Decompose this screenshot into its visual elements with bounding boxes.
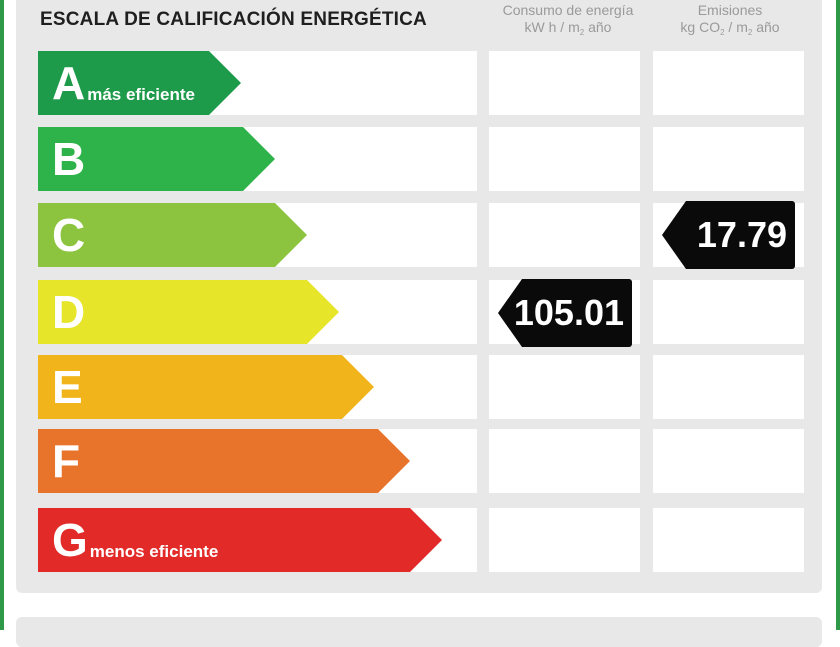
- rating-note: más eficiente: [87, 85, 195, 104]
- emisiones-cell: [653, 280, 804, 344]
- consumo-value: 105.01: [513, 292, 624, 333]
- consumo-cell: [489, 51, 640, 115]
- rating-letter: C: [52, 209, 86, 261]
- rating-letter: G: [52, 514, 88, 566]
- emisiones-cell: [653, 355, 804, 419]
- emisiones-cell: [653, 127, 804, 191]
- scale-title: ESCALA DE CALIFICACIÓN ENERGÉTICA: [40, 9, 427, 30]
- consumo-cell: [489, 429, 640, 493]
- consumo-header-label: Consumo de energía: [502, 2, 634, 18]
- frame-border-left: [0, 0, 4, 630]
- rating-letter: D: [52, 286, 86, 338]
- emisiones-cell: [653, 508, 804, 572]
- rating-arrow-d: D: [38, 280, 339, 344]
- emisiones-header-unit: kg CO2 / m2 año: [680, 19, 780, 37]
- rating-letter: A: [52, 57, 86, 109]
- emisiones-value: 17.79: [696, 214, 787, 255]
- consumo-cell: [489, 203, 640, 267]
- rating-arrow-e: E: [38, 355, 374, 419]
- rating-letter: B: [52, 133, 86, 185]
- consumo-cell: [489, 127, 640, 191]
- emisiones-cell: [653, 429, 804, 493]
- emisiones-header-label: Emisiones: [697, 2, 763, 18]
- consumo-value-badge: 105.01: [498, 279, 632, 347]
- consumo-header-unit: kW h / m2 año: [524, 19, 612, 37]
- rating-letter: F: [52, 435, 81, 487]
- emisiones-cell: [653, 51, 804, 115]
- consumo-column-header: Consumo de energía kW h / m2 año: [488, 2, 648, 41]
- footer-panel: [16, 617, 822, 647]
- frame-border-right: [836, 0, 840, 630]
- rating-arrow-c: C: [38, 203, 307, 267]
- consumo-cell: [489, 355, 640, 419]
- rating-arrow-f: F: [38, 429, 410, 493]
- emisiones-column-header: Emisiones kg CO2 / m2 año: [650, 2, 810, 41]
- rating-arrow-b: B: [38, 127, 275, 191]
- consumo-cell: [489, 508, 640, 572]
- rating-note: menos eficiente: [89, 542, 219, 561]
- rating-letter: E: [52, 361, 83, 413]
- emisiones-value-badge: 17.79: [662, 201, 795, 269]
